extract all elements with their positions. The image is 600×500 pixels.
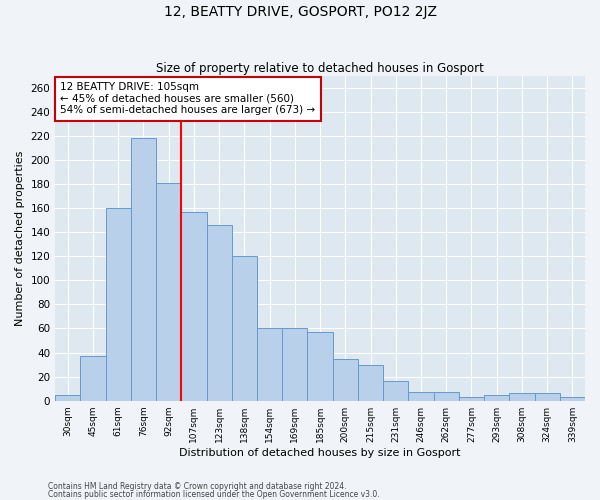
Bar [307, 332, 332, 400]
Title: Size of property relative to detached houses in Gosport: Size of property relative to detached ho… [156, 62, 484, 74]
Bar [257, 328, 282, 400]
Bar [434, 392, 459, 400]
Bar [383, 382, 409, 400]
Bar [560, 397, 585, 400]
Bar [80, 356, 106, 401]
Bar [282, 328, 307, 400]
Text: 12 BEATTY DRIVE: 105sqm
← 45% of detached houses are smaller (560)
54% of semi-d: 12 BEATTY DRIVE: 105sqm ← 45% of detache… [61, 82, 316, 116]
Y-axis label: Number of detached properties: Number of detached properties [15, 150, 25, 326]
Bar [131, 138, 156, 400]
Bar [181, 212, 206, 400]
Text: 12, BEATTY DRIVE, GOSPORT, PO12 2JZ: 12, BEATTY DRIVE, GOSPORT, PO12 2JZ [163, 5, 437, 19]
Bar [459, 397, 484, 400]
Text: Contains HM Land Registry data © Crown copyright and database right 2024.: Contains HM Land Registry data © Crown c… [48, 482, 347, 491]
Text: Contains public sector information licensed under the Open Government Licence v3: Contains public sector information licen… [48, 490, 380, 499]
Bar [535, 394, 560, 400]
Bar [358, 364, 383, 400]
Bar [332, 358, 358, 401]
Bar [206, 225, 232, 400]
Bar [509, 394, 535, 400]
Bar [232, 256, 257, 400]
X-axis label: Distribution of detached houses by size in Gosport: Distribution of detached houses by size … [179, 448, 461, 458]
Bar [409, 392, 434, 400]
Bar [484, 394, 509, 400]
Bar [106, 208, 131, 400]
Bar [55, 394, 80, 400]
Bar [156, 183, 181, 400]
